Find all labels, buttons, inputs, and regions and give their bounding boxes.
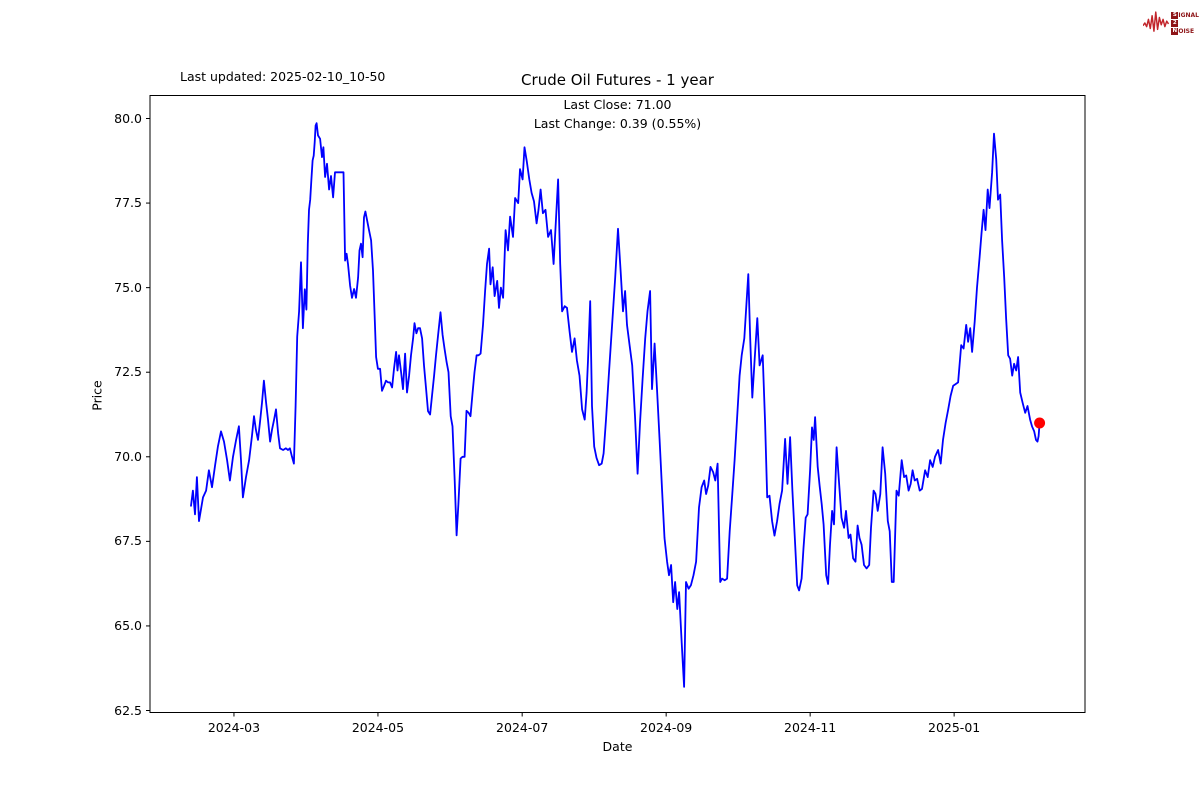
y-tick-label: 80.0 [114, 110, 142, 126]
logo-row-2: 2 [1171, 19, 1199, 27]
logo-letter-box-n: N [1171, 27, 1179, 35]
logo-rest-noise: OISE [1178, 27, 1195, 35]
logo-letter-box-2: 2 [1171, 19, 1179, 27]
logo-row-noise: N OISE [1171, 27, 1199, 35]
x-tick-label: 2024-11 [784, 719, 837, 735]
signal2noise-logo-text: S IGNAL 2 N OISE [1171, 11, 1199, 35]
y-tick-label: 67.5 [114, 533, 142, 549]
last-updated-text: Last updated: 2025-02-10_10-50 [180, 69, 386, 84]
y-tick-label: 65.0 [114, 617, 142, 633]
chart-title: Crude Oil Futures - 1 year [521, 71, 714, 89]
x-tick-label: 2024-07 [496, 719, 549, 735]
signal2noise-logo: S IGNAL 2 N OISE [1143, 6, 1199, 40]
y-tick-label: 70.0 [114, 448, 142, 464]
last-close-text: Last Close: 71.00 [563, 97, 672, 112]
logo-letter-box-s: S [1171, 11, 1179, 19]
x-axis-label: Date [602, 739, 633, 754]
x-tick-label: 2024-05 [351, 719, 405, 735]
y-tick-label: 62.5 [114, 702, 142, 718]
logo-row-signal: S IGNAL [1171, 11, 1199, 19]
x-tick-label: 2024-03 [207, 719, 261, 735]
x-tick-label: 2024-09 [640, 719, 693, 735]
y-tick-label: 72.5 [114, 364, 142, 380]
heartbeat-waveform-icon [1143, 11, 1170, 32]
y-tick-label: 77.5 [114, 195, 142, 211]
logo-rest-signal: IGNAL [1178, 11, 1199, 19]
y-tick-label: 75.0 [114, 279, 142, 295]
x-tick-label: 2025-01 [928, 719, 981, 735]
last-change-text: Last Change: 0.39 (0.55%) [533, 116, 702, 131]
price-line-plot [146, 95, 1086, 717]
